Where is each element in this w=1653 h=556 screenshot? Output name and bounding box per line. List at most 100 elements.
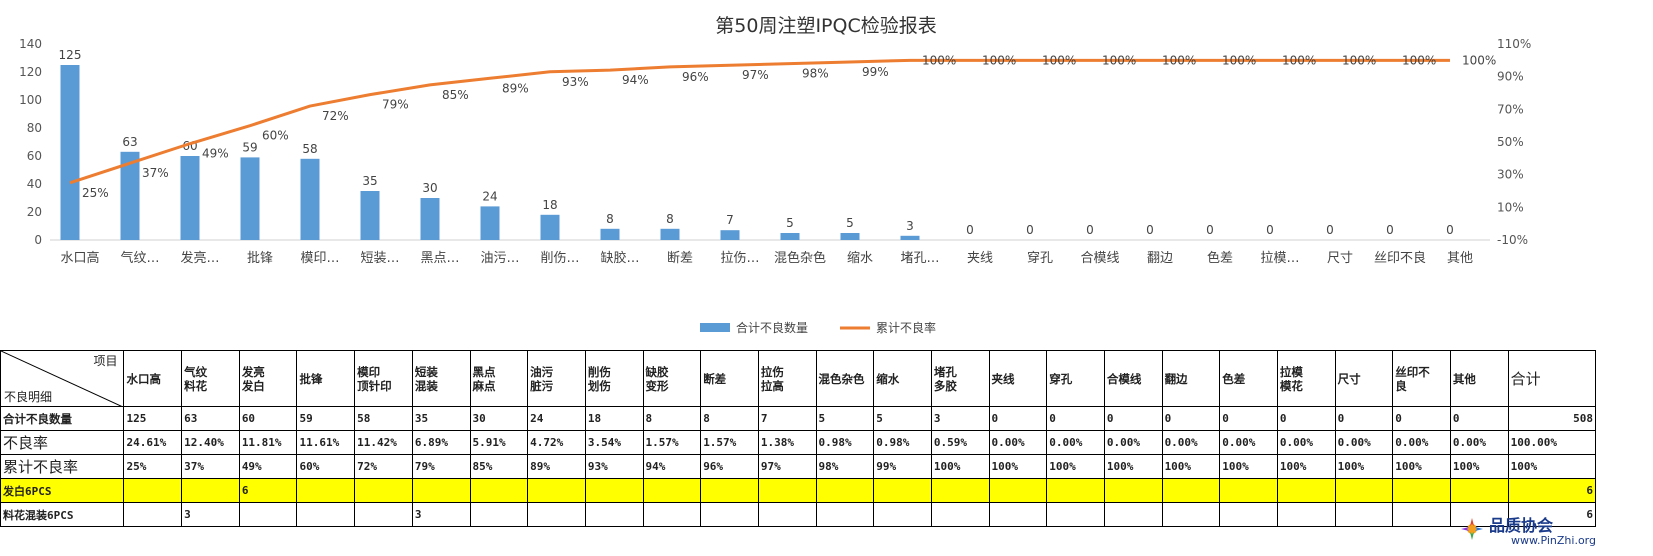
table-cell: 100% [1449, 454, 1509, 479]
bar-data-label: 0 [1086, 223, 1094, 237]
y-tick-label-left: 0 [34, 233, 42, 247]
table-cell: 60% [296, 454, 356, 479]
table-header-cell: 尺寸 [1334, 350, 1394, 407]
legend-swatch-bar [700, 323, 730, 332]
line-data-label: 100% [982, 53, 1016, 67]
line-data-label: 96% [682, 70, 709, 84]
corner-bottom-label: 不良明细 [4, 390, 53, 404]
table-cell: 0.59% [930, 430, 990, 455]
row-label-cell: 料花混装6PCS [0, 502, 125, 527]
table-cell: 0.00% [1046, 430, 1105, 455]
bar-data-label: 0 [1146, 223, 1154, 237]
legend-label-line: 累计不良率 [876, 320, 936, 335]
y-tick-label-left: 60 [27, 149, 42, 163]
table-cell: 59 [296, 406, 356, 431]
line-data-label: 100% [1462, 53, 1496, 67]
table-cell: 0.00% [1103, 430, 1163, 455]
row-total-cell: 6 [1507, 478, 1597, 503]
table-header-cell: 削伤 划伤 [584, 350, 644, 407]
data-table: 项目 不良明细 水口高 气纹 料花 发亮 发白 批锋 模印 顶针印 短装 混装 黑点 麻点 油污 脏污 削伤 划伤… [0, 350, 1597, 527]
table-cell [873, 478, 932, 503]
corner-diagonal [1, 351, 121, 406]
row-label-cell: 合计不良数量 [0, 406, 125, 431]
bar-data-label: 30 [422, 181, 437, 195]
table-cell [123, 478, 183, 503]
x-tick-label: 夹线 [967, 251, 993, 266]
table-cell: 89% [527, 454, 586, 479]
x-tick-label: 缩水 [847, 250, 873, 266]
table-cell: 0 [988, 406, 1048, 431]
table-cell: 100% [988, 454, 1048, 479]
table-cell: 0 [1103, 406, 1163, 431]
x-tick-label: 合模线 [1080, 251, 1119, 266]
table-cell [1276, 502, 1336, 527]
watermark-url: www.PinZhi.org [1511, 534, 1596, 547]
table-cell: 0.00% [1449, 430, 1509, 455]
table-cell: 8 [700, 406, 759, 431]
table-cell [469, 478, 529, 503]
x-tick-label: 水口高 [60, 250, 99, 266]
chart-title: 第50周注塑IPQC检验报表 [715, 15, 936, 37]
bar-data-label: 0 [1206, 223, 1214, 237]
bar-series [60, 65, 920, 240]
y-tick-label-right: 50% [1497, 135, 1524, 149]
table-cell: 5 [873, 406, 932, 431]
table-cell: 98% [815, 454, 875, 479]
x-tick-label: 色差 [1207, 250, 1233, 266]
y-tick-label-right: 70% [1497, 102, 1524, 116]
table-cell: 7 [757, 406, 817, 431]
table-cell [1161, 478, 1221, 503]
row-total-cell: 100.00% [1507, 430, 1597, 455]
table-cell: 100% [1161, 454, 1221, 479]
table-cell: 100% [1046, 454, 1105, 479]
table-cell [815, 502, 875, 527]
line-data-label: 100% [1222, 53, 1256, 67]
table-cell [123, 502, 183, 527]
bar-data-label: 18 [542, 198, 557, 212]
row-total-cell: 508 [1507, 406, 1597, 431]
table-cell [1334, 478, 1394, 503]
table-cell: 1.57% [700, 430, 759, 455]
table-cell [1161, 502, 1221, 527]
y-tick-label-left: 80 [27, 121, 42, 135]
row-label-cell: 累计不良率 [0, 454, 125, 479]
bar-data-label: 5 [786, 216, 794, 230]
table-cell [1219, 502, 1278, 527]
table-corner-cell: 项目 不良明细 [0, 350, 125, 407]
table-header-cell: 断差 [700, 350, 759, 407]
legend-label-bar: 合计不良数量 [736, 320, 808, 335]
line-data-label: 94% [622, 73, 649, 87]
table-cell: 30 [469, 406, 529, 431]
x-tick-label: 发亮… [180, 250, 219, 266]
table-cell [1449, 502, 1509, 527]
table-cell: 0.00% [1334, 430, 1394, 455]
table-cell: 97% [757, 454, 817, 479]
table-cell: 11.42% [354, 430, 413, 455]
table-cell [584, 478, 644, 503]
table-cell [1103, 502, 1163, 527]
table-header-cell: 其他 [1449, 350, 1509, 407]
table-cell: 0.00% [988, 430, 1048, 455]
table-cell [296, 478, 356, 503]
table-cell [1276, 478, 1336, 503]
table-cell: 60 [238, 406, 298, 431]
table-header-cell: 黑点 麻点 [469, 350, 529, 407]
line-data-label: 100% [1342, 53, 1376, 67]
line-data-label: 100% [1102, 53, 1136, 67]
table-header-cell: 翻边 [1161, 350, 1221, 407]
cumulative-line [69, 58, 1450, 185]
x-tick-label: 其他 [1447, 251, 1473, 266]
row-label-cell: 不良率 [0, 430, 125, 455]
table-header-cell: 模印 顶针印 [354, 350, 413, 407]
table-cell: 12.40% [181, 430, 240, 455]
bar [780, 233, 800, 240]
table-cell: 100% [930, 454, 990, 479]
table-header-cell: 拉模 模花 [1276, 350, 1336, 407]
bar [720, 230, 740, 240]
table-cell: 100% [1334, 454, 1394, 479]
table-cell [296, 502, 356, 527]
y-tick-label-left: 100 [19, 93, 42, 107]
bar [480, 206, 500, 240]
y-tick-label-left: 40 [27, 177, 42, 191]
table-cell: 0 [1046, 406, 1105, 431]
